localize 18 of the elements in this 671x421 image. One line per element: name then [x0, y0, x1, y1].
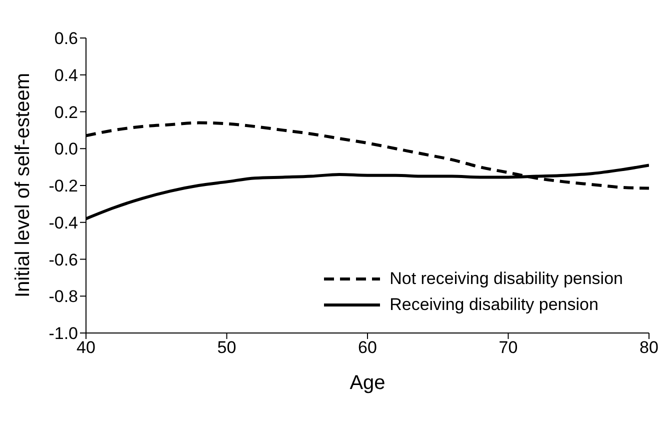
x-tick-label: 80	[640, 338, 658, 358]
y-tick-label: 0.4	[54, 66, 78, 85]
y-tick-label: 0.2	[54, 102, 78, 122]
x-tick-label: 70	[498, 338, 518, 358]
legend-label: Receiving disability pension	[390, 294, 598, 316]
y-axis-title: Initial level of self-esteem	[12, 72, 34, 298]
x-axis-title: Age	[350, 372, 386, 394]
x-tick-label: 40	[76, 338, 96, 358]
y-tick-label: -0.6	[48, 250, 78, 270]
x-tick-label: 60	[358, 338, 377, 358]
x-tick-label: 50	[217, 338, 236, 358]
y-tick-label: 0.0	[54, 140, 78, 159]
y-tick-label: -0.2	[48, 176, 78, 196]
legend-label: Not receiving disability pension	[390, 268, 623, 290]
y-tick-label: 0.6	[54, 29, 78, 48]
y-tick-label: -0.4	[48, 213, 78, 232]
y-tick-label: -1.0	[48, 324, 78, 344]
y-tick-label: -0.8	[48, 287, 78, 306]
